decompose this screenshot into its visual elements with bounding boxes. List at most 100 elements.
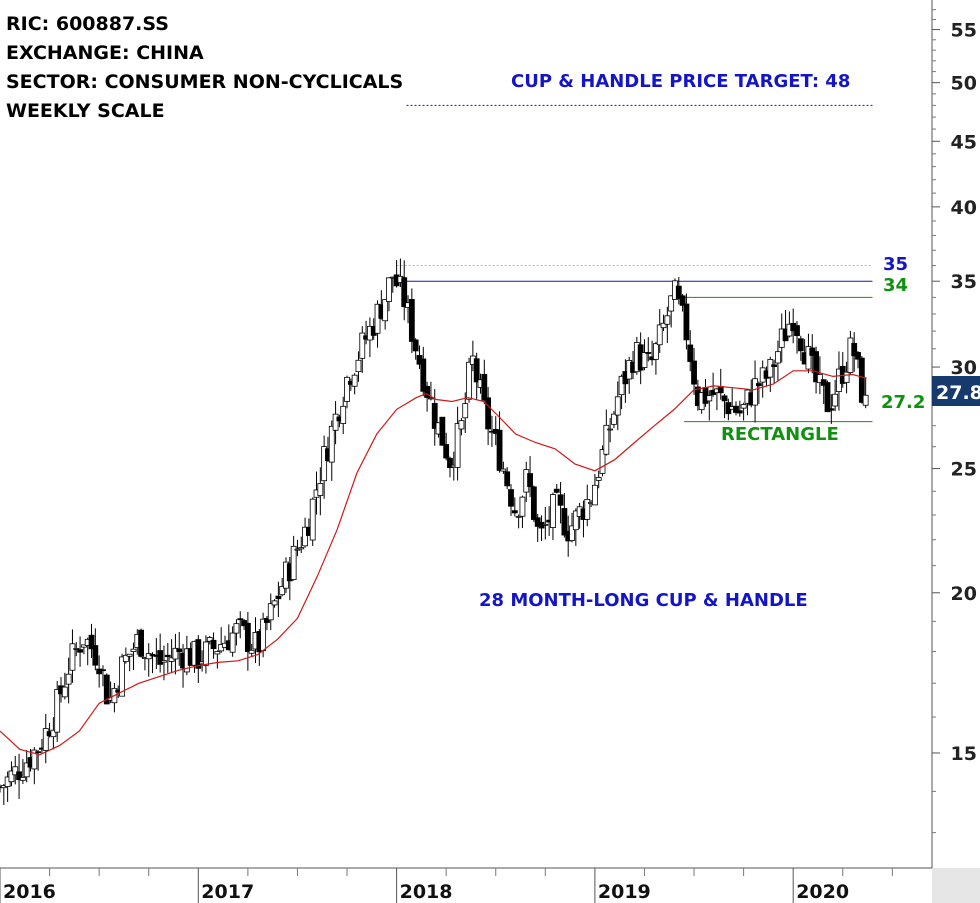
- candle-body: [832, 393, 839, 407]
- y-axis: 15 20 25 30 35 40 45 50 55: [932, 9, 977, 834]
- candle-body: [519, 496, 526, 517]
- candle-body: [19, 776, 26, 781]
- candle-body: [203, 641, 209, 666]
- candle-body: [386, 277, 392, 302]
- candle-body: [31, 749, 38, 770]
- candle-body: [42, 728, 49, 751]
- candle-body: [733, 405, 739, 413]
- candle-body: [641, 352, 648, 368]
- y-tick-label: 15: [951, 743, 977, 765]
- candle-body: [23, 762, 30, 778]
- candle-body: [500, 468, 507, 472]
- candle-body: [279, 586, 286, 596]
- candle-body: [138, 629, 144, 657]
- candle-body: [122, 654, 129, 662]
- candle-body: [591, 484, 598, 506]
- candle-body: [675, 285, 682, 300]
- candle-body: [237, 618, 244, 621]
- moving-average-line: [0, 370, 867, 756]
- candle-body: [126, 653, 133, 657]
- x-tick-label: 2016: [3, 881, 56, 903]
- candle-body: [458, 420, 465, 430]
- candle-body: [550, 494, 556, 528]
- candle-body: [340, 405, 347, 424]
- candle-body: [813, 351, 819, 383]
- candle-body: [755, 383, 762, 387]
- pattern-label: 28 MONTH-LONG CUP & HANDLE: [479, 590, 808, 611]
- candle-body: [12, 766, 19, 776]
- candle-body: [607, 428, 614, 431]
- level-lines: [396, 104, 873, 423]
- candle-body: [767, 359, 774, 378]
- candle-body: [668, 295, 675, 312]
- x-tick-label: 2019: [598, 881, 651, 903]
- candle-body: [462, 403, 469, 419]
- candle-body: [267, 603, 274, 621]
- candle-body: [359, 332, 366, 359]
- candle-body: [679, 295, 686, 306]
- candle-body: [260, 618, 267, 652]
- candle-body: [309, 498, 316, 541]
- candle-body: [557, 494, 564, 506]
- candle-body: [843, 371, 850, 383]
- y-tick-label: 55: [951, 20, 977, 42]
- candle-body: [706, 395, 713, 402]
- candle-body: [50, 729, 57, 738]
- candle-body: [656, 324, 663, 346]
- candle-body: [687, 344, 694, 362]
- candle-body: [443, 444, 450, 459]
- candle-body: [691, 360, 697, 385]
- x-axis: 2016 2017 2018 2019 2020: [0, 868, 893, 903]
- candle-body: [100, 669, 106, 672]
- candle-body: [275, 595, 282, 600]
- candle-body: [168, 657, 175, 662]
- candle-body: [271, 600, 278, 606]
- axis-corner: [932, 868, 980, 903]
- candle-body: [572, 510, 579, 531]
- candle-body: [54, 689, 61, 733]
- candle-body: [797, 338, 804, 352]
- y-tick-label: 50: [951, 73, 977, 95]
- scale-label: WEEKLY SCALE: [6, 100, 165, 122]
- candle-body: [454, 423, 461, 468]
- candle-body: [290, 545, 297, 580]
- candle-body: [645, 352, 652, 354]
- candle-body: [431, 402, 438, 429]
- candle-body: [599, 449, 606, 474]
- last-price-box: [932, 376, 980, 406]
- candle-body: [771, 364, 778, 367]
- candle-body: [302, 526, 308, 547]
- candle-body: [530, 486, 537, 520]
- candle-body: [542, 523, 549, 526]
- candle-body: [569, 525, 575, 541]
- candle-body: [332, 413, 339, 431]
- y-tick-label: 20: [951, 583, 977, 605]
- candle-body: [161, 660, 167, 663]
- candle-body: [439, 416, 446, 446]
- candle-body: [855, 352, 861, 360]
- candle-body: [508, 489, 514, 507]
- x-tick-label: 2018: [400, 881, 453, 903]
- candle-body: [851, 343, 858, 357]
- candle-body: [119, 656, 125, 697]
- level-34-label: 34: [883, 275, 908, 296]
- rectangle-label: RECTANGLE: [721, 424, 839, 445]
- candle-body: [233, 623, 240, 634]
- candle-body: [73, 648, 80, 650]
- candle-body: [149, 654, 156, 656]
- candle-body: [466, 361, 472, 400]
- candle-body: [382, 299, 389, 322]
- candle-body: [80, 644, 87, 648]
- candle-body: [496, 429, 503, 471]
- candle-body: [317, 483, 324, 496]
- y-tick-label: 35: [951, 271, 977, 293]
- y-tick-label: 25: [951, 459, 977, 481]
- candle-body: [65, 673, 72, 685]
- candle-body: [511, 510, 518, 514]
- candle-body: [862, 394, 869, 406]
- candle-body: [473, 358, 480, 383]
- candle-body: [164, 654, 171, 658]
- candle-body: [77, 649, 83, 653]
- candle-body: [420, 358, 427, 392]
